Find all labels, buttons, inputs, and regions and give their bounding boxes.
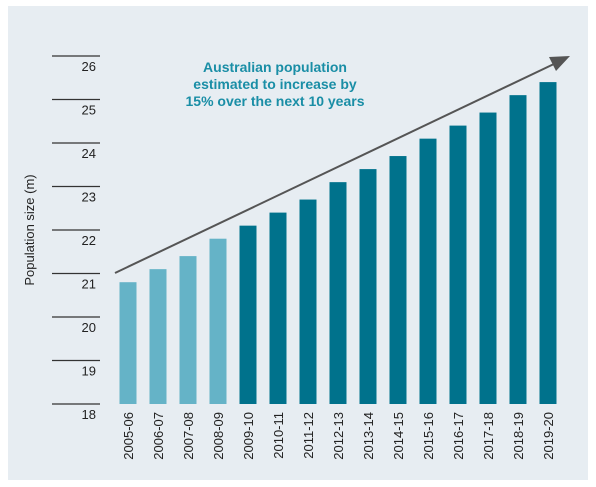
bar bbox=[449, 125, 467, 404]
x-tick-label: 2009-10 bbox=[241, 412, 256, 460]
bar bbox=[269, 212, 287, 404]
bar bbox=[389, 156, 407, 404]
y-tick-label: 22 bbox=[82, 233, 96, 248]
y-tick-label: 26 bbox=[82, 59, 96, 74]
bar bbox=[359, 169, 377, 404]
bar bbox=[179, 256, 197, 404]
bar bbox=[149, 269, 167, 404]
x-tick-label: 2010-11 bbox=[271, 412, 286, 459]
x-tick-label: 2013-14 bbox=[361, 412, 376, 460]
y-axis-label: Population size (m) bbox=[22, 174, 37, 285]
bar bbox=[329, 182, 347, 404]
y-tick-label: 24 bbox=[82, 146, 96, 161]
bar bbox=[239, 225, 257, 404]
x-tick-label: 2007-08 bbox=[181, 412, 196, 460]
x-tick-label: 2012-13 bbox=[331, 412, 346, 460]
x-tick-label: 2014-15 bbox=[391, 412, 406, 460]
x-tick-label: 2017-18 bbox=[481, 412, 496, 460]
y-tick-label: 25 bbox=[82, 103, 96, 118]
x-tick-label: 2018-19 bbox=[511, 412, 526, 460]
x-tick-label: 2015-16 bbox=[421, 412, 436, 460]
y-tick-label: 23 bbox=[82, 190, 96, 205]
x-tick-label: 2005-06 bbox=[121, 412, 136, 460]
y-tick-label: 18 bbox=[82, 407, 96, 422]
y-tick-label: 20 bbox=[82, 320, 96, 335]
bar bbox=[479, 112, 497, 405]
trend-arrow bbox=[114, 62, 557, 274]
bar bbox=[299, 199, 317, 404]
bar bbox=[209, 238, 227, 404]
arrow-head bbox=[549, 56, 570, 71]
x-tick-label: 2011-12 bbox=[301, 412, 316, 459]
annotation-line: 15% over the next 10 years bbox=[186, 93, 365, 109]
bar bbox=[539, 82, 557, 404]
bar bbox=[419, 138, 437, 404]
x-tick-label: 2016-17 bbox=[451, 412, 466, 460]
y-tick-label: 21 bbox=[82, 277, 96, 292]
x-tick-label: 2006-07 bbox=[151, 412, 166, 460]
bar bbox=[509, 95, 527, 405]
bar bbox=[119, 282, 137, 404]
x-tick-label: 2008-09 bbox=[211, 412, 226, 460]
annotation-line: estimated to increase by bbox=[193, 76, 357, 92]
annotation-line: Australian population bbox=[203, 59, 347, 75]
y-tick-label: 19 bbox=[82, 364, 96, 379]
x-tick-label: 2019-20 bbox=[541, 412, 556, 460]
